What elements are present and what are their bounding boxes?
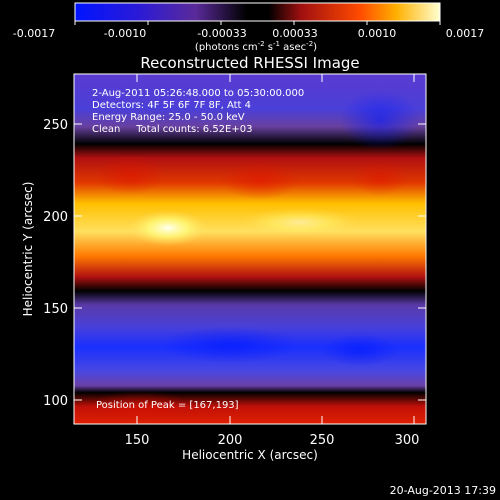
colorbar-units: (photons cm-2 s-1 asec-2) (195, 40, 317, 53)
info-clean-counts: Clean Total counts: 6.52E+03 (92, 124, 252, 135)
x-tick-label: 300 (395, 433, 420, 448)
plot-title: Reconstructed RHESSI Image (140, 54, 359, 72)
timestamp: 20-Aug-2013 17:39 (390, 484, 496, 497)
info-detectors: Detectors: 4F 5F 6F 7F 8F, Att 4 (92, 100, 251, 111)
colorbar-tick-label: 0.00033 (272, 27, 318, 40)
y-tick-label: 150 (43, 302, 68, 317)
colorbar (74, 2, 441, 22)
axis-ticks (74, 74, 426, 424)
colorbar-tick-label: 0.0010 (358, 27, 397, 40)
x-tick-label: 200 (218, 433, 243, 448)
info-energy-range: Energy Range: 25.0 - 50.0 keV (92, 112, 245, 123)
x-tick-label: 150 (125, 433, 150, 448)
info-time-range: 2-Aug-2011 05:26:48.000 to 05:30:00.000 (92, 88, 304, 99)
rhessi-image (74, 74, 426, 424)
y-tick-label: 200 (43, 210, 68, 225)
peak-position: Position of Peak = [167,193] (96, 400, 239, 411)
y-tick-label: 100 (43, 394, 68, 409)
y-axis-label: Heliocentric Y (arcsec) (21, 182, 35, 317)
y-tick-label: 250 (43, 118, 68, 133)
colorbar-tick-label: -0.00033 (197, 27, 246, 40)
x-axis-label: Heliocentric X (arcsec) (182, 448, 318, 462)
colorbar-tick-label: -0.0010 (104, 27, 146, 40)
x-tick-label: 250 (310, 433, 335, 448)
colorbar-ticks (74, 21, 441, 25)
plot-frame (73, 73, 427, 425)
colorbar-tick-label: 0.0017 (446, 27, 485, 40)
colorbar-tick-label: -0.0017 (13, 27, 55, 40)
